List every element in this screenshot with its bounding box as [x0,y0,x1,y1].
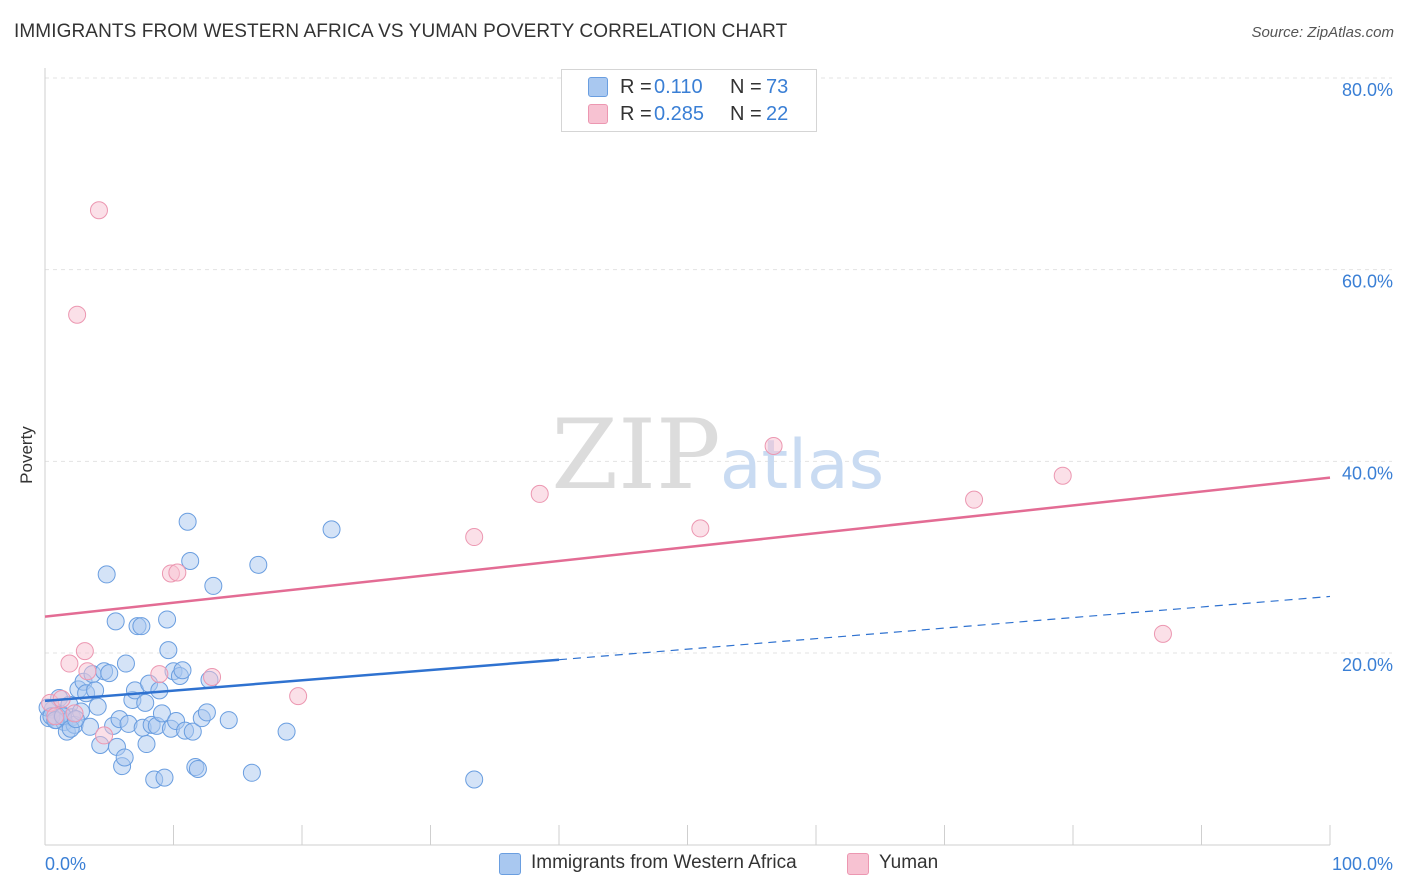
data-point [155,768,174,787]
y-tick-label: 20.0% [1342,655,1393,675]
x-tick-label: 100.0% [1332,854,1393,874]
trend-lines [44,476,1331,703]
data-point [65,704,84,723]
legend-r-value: 0.110 [654,76,703,98]
legend-r-label: R = [620,103,652,125]
watermark-atlas: atlas [720,426,884,505]
data-point [158,610,177,629]
data-point [80,717,99,736]
legend-n-value: 22 [766,103,789,125]
legend-n-label: N = [730,103,762,125]
series-yuman [41,201,1172,745]
trend-line-pink [44,476,1331,618]
data-point [181,552,200,570]
data-point [204,576,223,595]
data-point [89,201,108,220]
chart-title: IMMIGRANTS FROM WESTERN AFRICA VS YUMAN … [14,21,788,42]
data-point [203,667,222,686]
legend-swatch-pink [847,853,869,875]
watermark-zip: ZIP [551,399,720,511]
data-point [100,664,119,683]
legend-swatch-pink [588,104,608,124]
data-point [219,711,238,730]
data-point [152,704,171,723]
legend-swatch-blue [588,77,608,97]
legend-item-label: Yuman [879,852,939,873]
data-point [95,726,114,745]
data-point [1053,466,1072,485]
data-point [159,641,178,660]
axes [44,68,1331,846]
data-point [465,770,484,789]
data-point [88,697,107,716]
trend-line-blue [44,658,560,703]
x-tick-labels: 0.0% 100.0% [45,854,1393,874]
data-point [173,661,192,680]
data-point [188,759,207,778]
data-point [132,617,151,636]
data-point [97,565,116,584]
data-point [183,722,202,741]
data-point [465,528,484,547]
data-point [277,722,296,741]
data-point [289,687,308,706]
trend-line-blue-extension [558,595,1331,661]
legend-swatch-blue [499,853,521,875]
data-point [106,612,125,631]
legend-r-value: 0.285 [654,103,705,125]
series-immigrants-western-africa [38,512,484,789]
data-point [60,654,79,673]
legend-r-label: R = [620,76,652,98]
data-point [530,484,549,503]
x-tick-label: 0.0% [45,854,86,874]
data-point [242,763,261,782]
data-point [150,665,169,684]
data-point [249,555,268,574]
correlation-legend: R = 0.110 N = 73 R = 0.285 N = 22 [561,69,817,132]
watermark: ZIP atlas [551,399,884,511]
data-point [178,512,197,531]
data-point [68,305,87,324]
data-point [115,748,134,767]
y-tick-labels: 20.0% 40.0% 60.0% 80.0% [1342,80,1393,675]
data-point [46,707,65,726]
data-point [1153,624,1172,643]
data-point [136,693,155,712]
data-point [168,563,187,582]
legend-n-label: N = [730,76,762,98]
data-point [965,490,984,509]
data-point [75,642,94,661]
data-point [691,519,710,538]
data-point [197,703,216,722]
legend-item-label: Immigrants from Western Africa [531,852,797,873]
y-tick-label: 60.0% [1342,272,1393,292]
legend-n-value: 73 [766,76,789,98]
gridlines [45,77,1392,654]
y-tick-label: 80.0% [1342,80,1393,100]
data-point [116,654,135,673]
series-legend: Immigrants from Western Africa Yuman [0,851,1406,879]
data-point [137,735,156,754]
data-point [322,520,341,539]
data-point [764,437,783,455]
data-point [78,662,97,681]
y-tick-label: 40.0% [1342,463,1393,483]
source-label: Source: ZipAtlas.com [1251,24,1394,41]
